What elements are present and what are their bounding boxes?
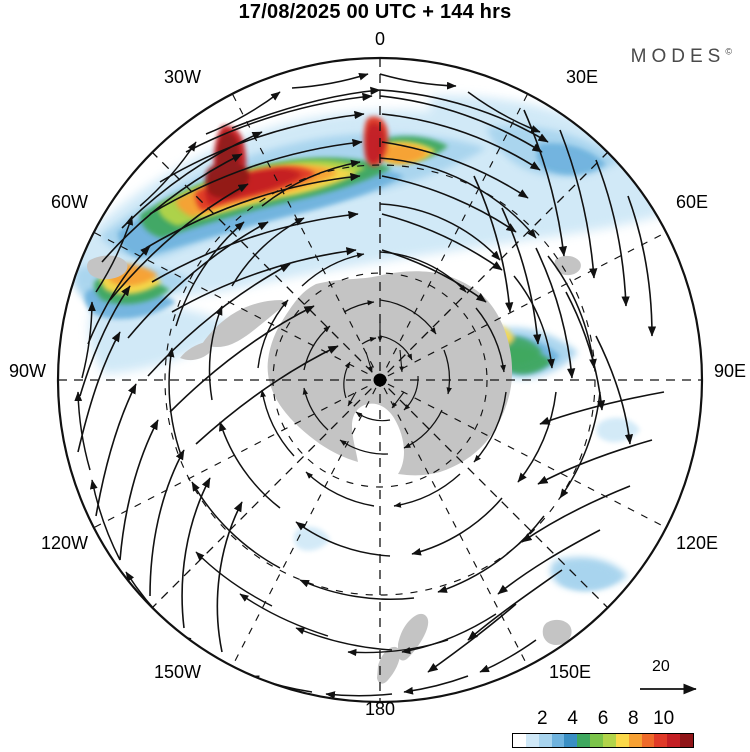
colorbar-swatch	[590, 734, 604, 747]
colorbar-ticks: 2 4 6 8 10	[512, 708, 694, 732]
lon-label-30e: 30E	[566, 67, 599, 87]
colorbar-swatch	[564, 734, 578, 747]
map-outer-circle	[56, 56, 704, 704]
lon-label-60w: 60W	[50, 192, 88, 212]
colorbar-swatch	[628, 734, 642, 747]
colorbar-swatch	[525, 734, 539, 747]
vector-scale-arrow	[640, 683, 697, 695]
colorbar-tick-2: 2	[537, 708, 548, 729]
lon-label-90w: 90W	[8, 361, 46, 381]
lon-label-150w: 150W	[153, 662, 201, 682]
lon-label-0: 0	[374, 29, 386, 49]
colorbar-swatch	[641, 734, 655, 747]
colorbar-swatch	[577, 734, 591, 747]
page-title: 17/08/2025 00 UTC + 144 hrs	[238, 1, 512, 23]
colorbar-tick-6: 6	[597, 708, 609, 729]
colorbar-swatch	[667, 734, 681, 747]
colorbar-swatch	[615, 734, 629, 747]
lon-label-120e: 120E	[676, 533, 719, 553]
colorbar-swatch	[551, 734, 565, 747]
colorbar-tick-4: 4	[567, 708, 578, 729]
lon-label-180: 180	[364, 699, 396, 719]
modes-logo: MODES©	[631, 46, 732, 68]
colorbar-swatch	[654, 734, 668, 747]
lon-label-90e: 90E	[714, 361, 747, 381]
lon-label-150e: 150E	[549, 662, 592, 682]
colorbar-tick-8: 8	[628, 708, 639, 729]
vector-scale-key: 20	[638, 658, 718, 698]
colorbar[interactable]	[512, 733, 694, 748]
lon-label-30w: 30W	[163, 67, 201, 87]
wind-vector-layer	[74, 72, 665, 699]
lon-label-60e: 60E	[676, 192, 709, 212]
landmass-layer	[87, 255, 581, 684]
lon-label-120w: 120W	[40, 533, 88, 553]
modes-logo-text: MODES	[630, 46, 726, 67]
copyright-mark: ©	[725, 46, 732, 57]
colorbar-tick-10: 10	[653, 708, 675, 729]
colorbar-swatch	[513, 734, 526, 747]
vector-scale-label: 20	[652, 658, 670, 675]
colorbar-swatch	[538, 734, 552, 747]
colorbar-swatch	[603, 734, 616, 747]
colorbar-swatch	[680, 734, 694, 747]
south-pole-marker	[373, 373, 387, 387]
